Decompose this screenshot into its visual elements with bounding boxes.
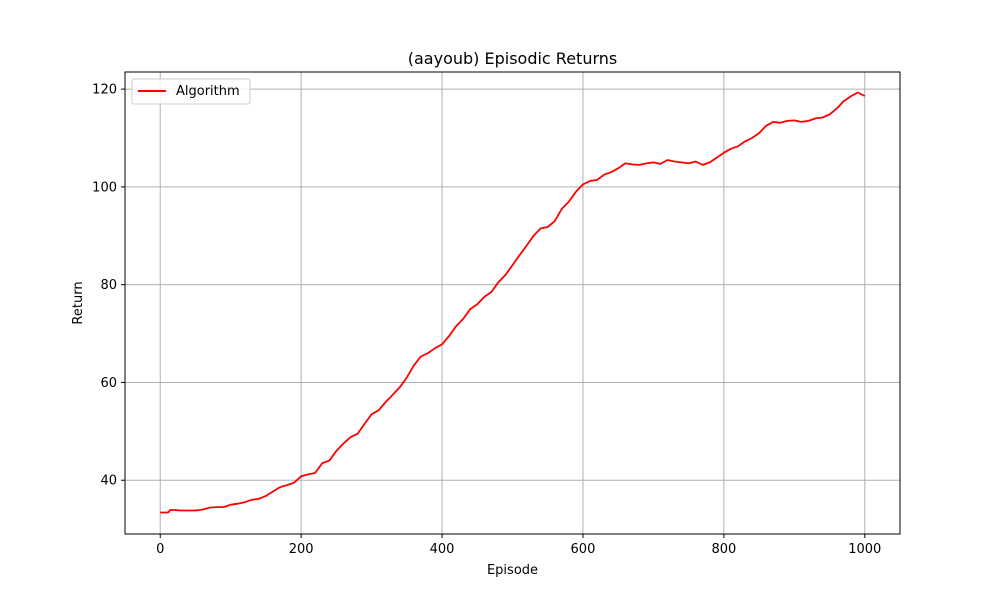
legend: Algorithm <box>131 78 251 105</box>
series-line-0 <box>160 91 866 514</box>
legend-box <box>131 78 251 105</box>
chart-title: (aayoub) Episodic Returns <box>408 49 617 68</box>
x-tick-label: 600 <box>571 542 596 557</box>
y-tick-label: 60 <box>100 376 117 391</box>
x-tick-label: 200 <box>289 542 314 557</box>
y-tick-label: 120 <box>92 83 117 98</box>
y-tick-label: 40 <box>100 474 117 489</box>
plot-area-background <box>125 72 900 534</box>
legend-label: Algorithm <box>176 84 240 99</box>
x-tick-label: 1000 <box>848 542 881 557</box>
y-tick-label: 80 <box>100 278 117 293</box>
x-axis-label: Episode <box>487 563 538 578</box>
grid <box>125 72 900 534</box>
x-tick-label: 800 <box>711 542 736 557</box>
x-tick-label: 400 <box>430 542 455 557</box>
series-layer <box>160 91 866 514</box>
y-tick-label: 100 <box>92 180 117 195</box>
ticks: 0 200 400 600 800 1000 40 60 80 100 120 <box>92 83 881 557</box>
y-axis-label: Return <box>71 281 86 324</box>
plot-frame <box>124 71 901 535</box>
x-tick-label: 0 <box>156 542 164 557</box>
